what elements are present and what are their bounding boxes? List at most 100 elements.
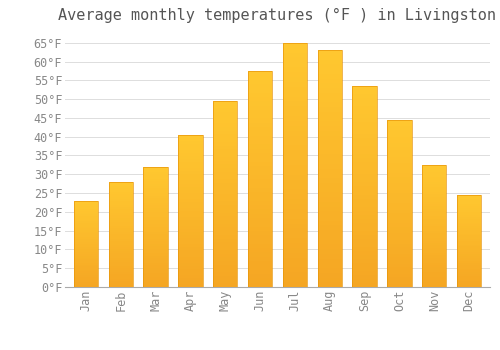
Bar [352, 86, 377, 287]
Bar [282, 175, 307, 180]
Bar [318, 83, 342, 88]
Bar [318, 159, 342, 164]
Bar [457, 278, 481, 280]
Bar [318, 216, 342, 221]
Bar [457, 211, 481, 214]
Bar [387, 193, 411, 197]
Bar [457, 283, 481, 285]
Bar [144, 241, 168, 244]
Bar [144, 260, 168, 263]
Bar [352, 90, 377, 94]
Bar [282, 258, 307, 262]
Bar [74, 244, 98, 245]
Bar [282, 267, 307, 272]
Bar [74, 270, 98, 272]
Bar [457, 263, 481, 265]
Bar [352, 178, 377, 182]
Bar [352, 231, 377, 235]
Bar [213, 250, 238, 253]
Bar [108, 253, 133, 256]
Bar [352, 94, 377, 98]
Bar [282, 229, 307, 233]
Bar [352, 102, 377, 106]
Bar [352, 86, 377, 90]
Bar [248, 71, 272, 287]
Bar [178, 260, 203, 262]
Bar [422, 206, 446, 209]
Bar [74, 213, 98, 215]
Bar [178, 147, 203, 150]
Bar [74, 285, 98, 287]
Bar [144, 167, 168, 287]
Bar [422, 258, 446, 260]
Bar [108, 220, 133, 222]
Bar [108, 270, 133, 272]
Bar [213, 183, 238, 187]
Bar [318, 211, 342, 216]
Bar [74, 273, 98, 275]
Bar [74, 259, 98, 261]
Bar [422, 275, 446, 277]
Bar [387, 267, 411, 270]
Bar [144, 246, 168, 248]
Bar [387, 150, 411, 153]
Bar [178, 284, 203, 287]
Bar [108, 281, 133, 283]
Bar [318, 230, 342, 235]
Bar [74, 256, 98, 258]
Bar [144, 217, 168, 220]
Bar [457, 199, 481, 201]
Bar [422, 170, 446, 172]
Bar [213, 179, 238, 183]
Bar [108, 224, 133, 226]
Bar [74, 226, 98, 228]
Bar [318, 64, 342, 69]
Bar [74, 265, 98, 266]
Bar [178, 269, 203, 272]
Bar [318, 221, 342, 225]
Bar [387, 230, 411, 233]
Bar [318, 131, 342, 135]
Bar [422, 231, 446, 233]
Bar [352, 166, 377, 170]
Bar [318, 273, 342, 278]
Bar [108, 182, 133, 184]
Bar [282, 243, 307, 248]
Bar [387, 123, 411, 126]
Bar [178, 150, 203, 153]
Bar [248, 71, 272, 75]
Bar [422, 192, 446, 194]
Bar [213, 209, 238, 212]
Bar [387, 120, 411, 123]
Bar [352, 247, 377, 251]
Bar [213, 272, 238, 276]
Bar [144, 205, 168, 208]
Bar [282, 62, 307, 67]
Bar [74, 211, 98, 213]
Bar [178, 153, 203, 156]
Bar [248, 235, 272, 239]
Bar [108, 207, 133, 209]
Bar [108, 188, 133, 190]
Bar [422, 240, 446, 243]
Bar [422, 165, 446, 287]
Bar [457, 206, 481, 208]
Bar [144, 224, 168, 227]
Bar [108, 194, 133, 196]
Bar [387, 136, 411, 140]
Bar [144, 212, 168, 215]
Bar [213, 253, 238, 257]
Bar [387, 210, 411, 214]
Bar [282, 43, 307, 48]
Bar [248, 248, 272, 252]
Bar [144, 282, 168, 285]
Bar [178, 266, 203, 269]
Bar [282, 165, 307, 170]
Bar [108, 245, 133, 247]
Bar [387, 180, 411, 183]
Bar [457, 195, 481, 197]
Bar [387, 220, 411, 223]
Bar [108, 285, 133, 287]
Bar [352, 142, 377, 146]
Bar [213, 280, 238, 283]
